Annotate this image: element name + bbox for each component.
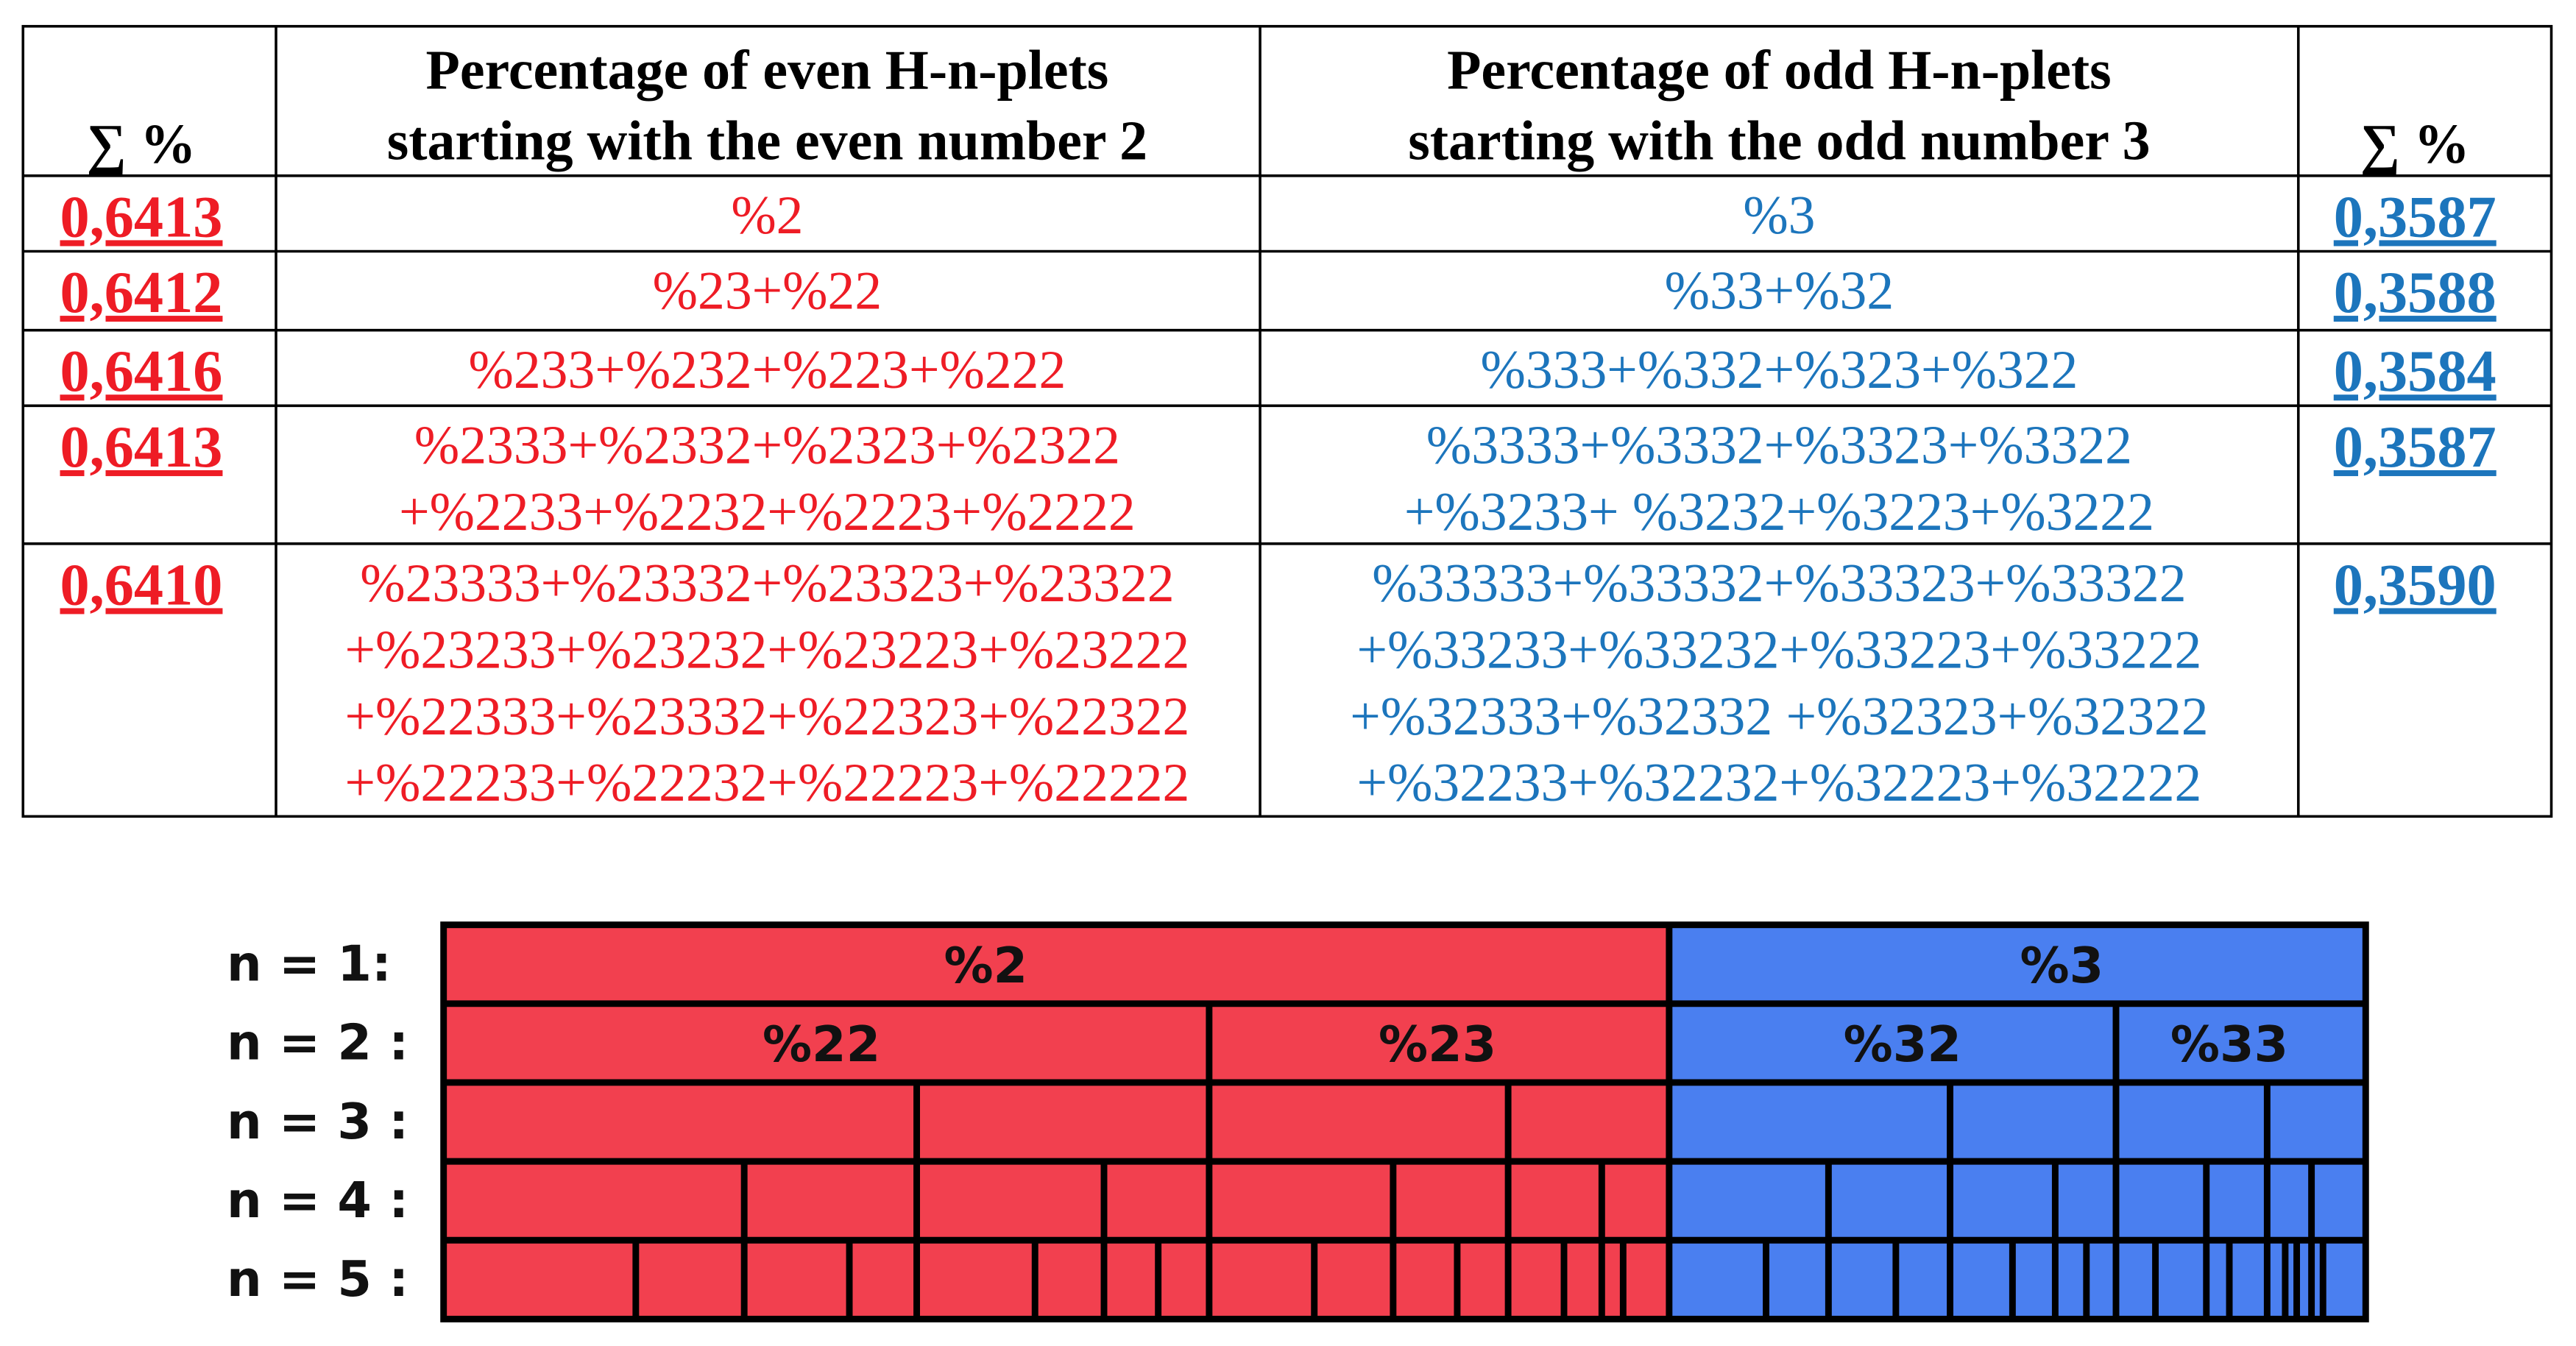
odd-formula: +%33233+%33232+%33223+%33222 <box>1356 619 2201 679</box>
odd-formula: %3333+%3332+%3323+%3322 <box>1426 414 2132 475</box>
header-odd: Percentage of odd H-n-plets <box>1447 40 2112 102</box>
level-label: n = 3 : <box>227 1093 408 1150</box>
odd-formula: +%32333+%32332 +%32323+%32322 <box>1350 686 2208 746</box>
even-formula: +%2233+%2232+%2223+%2222 <box>399 481 1136 542</box>
even-formula: +%23233+%23232+%23223+%23222 <box>344 619 1189 679</box>
odd-sum: 0,3587 <box>2334 184 2497 249</box>
header-odd: starting with the odd number 3 <box>1408 110 2150 172</box>
even-formula: %2333+%2332+%2323+%2322 <box>414 414 1120 475</box>
block-label: %2 <box>944 937 1027 994</box>
odd-region <box>1669 924 2366 1320</box>
odd-formula: +%3233+ %3232+%3223+%3222 <box>1404 481 2154 542</box>
header-even: Percentage of even H-n-plets <box>426 40 1109 102</box>
block-label: %33 <box>2170 1016 2288 1073</box>
odd-formula: %3 <box>1743 185 1815 245</box>
table-border <box>21 24 2553 818</box>
block-label: %32 <box>1844 1016 1961 1073</box>
even-sum: 0,6413 <box>60 184 223 249</box>
odd-sum: 0,3587 <box>2334 414 2497 480</box>
even-formula: +%22333+%23332+%22323+%22322 <box>344 686 1189 746</box>
even-sum: 0,6412 <box>60 260 223 325</box>
level-label: n = 5 : <box>227 1250 408 1308</box>
block-label: %3 <box>2020 937 2103 994</box>
odd-sum: 0,3590 <box>2334 552 2497 617</box>
header-even: starting with the even number 2 <box>387 110 1147 172</box>
even-sum: 0,6413 <box>60 414 223 480</box>
level-label: n = 1: <box>227 935 392 993</box>
odd-sum: 0,3588 <box>2334 260 2497 325</box>
header-sum: ∑ % <box>2360 113 2470 175</box>
even-formula: +%22233+%22232+%22223+%22222 <box>344 752 1189 812</box>
even-region <box>443 924 1669 1320</box>
block-label: %22 <box>762 1016 880 1073</box>
odd-formula: %333+%332+%323+%322 <box>1480 339 2078 400</box>
level-label: n = 2 : <box>227 1014 408 1072</box>
even-formula: %233+%232+%223+%222 <box>469 339 1066 400</box>
odd-formula: %33333+%33332+%33323+%33322 <box>1372 553 2186 613</box>
level-label: n = 4 : <box>227 1172 408 1229</box>
even-formula: %23+%22 <box>653 261 882 321</box>
diagram-border <box>440 921 2369 1322</box>
even-formula: %23333+%23332+%23323+%23322 <box>360 553 1174 613</box>
odd-formula: +%32233+%32232+%32223+%32222 <box>1356 752 2201 812</box>
even-sum: 0,6416 <box>60 339 223 404</box>
even-formula: %2 <box>731 185 803 245</box>
header-sum: ∑ % <box>87 113 197 175</box>
even-sum: 0,6410 <box>60 552 223 617</box>
odd-formula: %33+%32 <box>1665 261 1894 321</box>
block-label: %23 <box>1379 1016 1496 1073</box>
odd-sum: 0,3584 <box>2334 339 2497 404</box>
